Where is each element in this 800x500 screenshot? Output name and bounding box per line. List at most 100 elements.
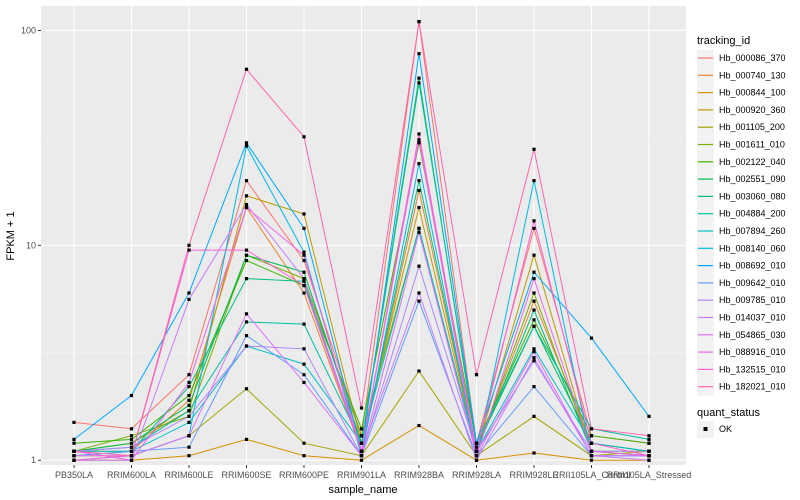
data-point (532, 347, 536, 351)
data-point (647, 437, 651, 441)
data-point (302, 277, 306, 281)
legend-label: Hb_007894_260 (719, 226, 786, 236)
data-point (532, 179, 536, 183)
y-tick-label: 1 (31, 455, 36, 465)
data-point (244, 320, 249, 324)
data-point (302, 380, 306, 385)
data-point (647, 449, 651, 453)
data-point (187, 403, 191, 407)
data-point (417, 188, 421, 193)
data-point (72, 454, 76, 458)
data-point (244, 205, 249, 210)
data-point (417, 19, 421, 24)
data-point (417, 423, 421, 428)
data-point (72, 437, 76, 441)
legend-label: Hb_088916_010 (719, 347, 786, 357)
legend-tracking-id: tracking_id Hb_000086_370 Hb_000740_130 Hb… (697, 35, 786, 396)
data-point (647, 434, 651, 438)
data-point (244, 202, 249, 207)
grid-lines (41, 6, 686, 465)
data-point (532, 291, 536, 295)
legend-label: Hb_054865_030 (719, 330, 786, 340)
legend-label: Hb_002122_040 (719, 157, 786, 167)
legend-label: Hb_008692_010 (719, 261, 786, 271)
data-point (532, 350, 536, 354)
data-point (187, 398, 191, 402)
data-point (244, 387, 249, 391)
data-point (359, 427, 364, 431)
legend-label: Hb_008140_060 (719, 243, 786, 253)
data-point (187, 291, 191, 295)
data-point (187, 380, 191, 385)
data-point (302, 250, 306, 254)
x-tick-label: RRIM600SE (221, 470, 271, 480)
data-point (244, 334, 249, 338)
data-point (532, 451, 536, 455)
data-point (302, 283, 306, 288)
data-point (187, 454, 191, 458)
data-point (532, 324, 536, 328)
data-point (244, 194, 249, 198)
data-point (187, 297, 191, 302)
data-point (244, 277, 249, 281)
data-point (129, 393, 134, 398)
legend2-marker (703, 427, 708, 431)
data-point (532, 219, 536, 223)
data-point (532, 299, 536, 303)
data-point (359, 454, 364, 458)
data-point (589, 434, 594, 438)
data-point (187, 393, 191, 398)
legend-label: Hb_003060_080 (719, 191, 786, 201)
data-point (302, 279, 306, 283)
data-point (647, 454, 651, 458)
y-axis-title: FPKM + 1 (5, 211, 17, 260)
data-point (417, 132, 421, 136)
data-point (417, 162, 421, 166)
data-point (244, 144, 249, 148)
data-point (417, 76, 421, 80)
legend-label: Hb_000844_100 (719, 88, 786, 98)
data-point (187, 243, 191, 247)
data-point (129, 434, 134, 438)
data-point (359, 458, 364, 462)
x-tick-label: RRIM600PE (279, 470, 329, 480)
data-point (474, 458, 479, 462)
data-point (187, 248, 191, 252)
y-tick-label: 10 (26, 240, 36, 250)
data-point (129, 458, 134, 462)
data-point (532, 385, 536, 389)
x-axis: PB350LA RRIM600LA RRIM600LE RRIM600SE RRIM60… (55, 465, 691, 480)
data-point (129, 437, 134, 441)
data-point (129, 441, 134, 445)
data-point (532, 253, 536, 257)
data-point (589, 441, 594, 445)
data-point (244, 253, 249, 257)
legend-label: Hb_014037_010 (719, 313, 786, 323)
legend-label: Hb_000920_360 (719, 105, 786, 115)
data-point (359, 449, 364, 453)
data-point (187, 385, 191, 389)
data-point (302, 270, 306, 274)
legend-label: Hb_001105_200 (719, 122, 785, 132)
x-tick-label: RRIM901LA (337, 470, 386, 480)
legend-label: Hb_000086_370 (719, 53, 786, 63)
data-point (244, 258, 249, 263)
data-point (589, 454, 594, 458)
legend-label: Hb_002551_090 (719, 174, 786, 184)
data-point (187, 445, 191, 449)
data-point (647, 458, 651, 462)
data-point (474, 454, 479, 458)
y-tick-label: 100 (21, 25, 36, 35)
data-point (417, 291, 421, 295)
data-point (532, 308, 536, 312)
data-point (589, 336, 594, 340)
data-point (532, 277, 536, 281)
data-point (417, 52, 421, 56)
data-point (129, 427, 134, 431)
x-tick-label: RRII105LA_Stressed (607, 470, 692, 480)
x-tick-label: RRII105LA_Control (552, 470, 630, 480)
data-point (302, 454, 306, 458)
data-point (72, 441, 76, 445)
data-point (244, 344, 249, 348)
